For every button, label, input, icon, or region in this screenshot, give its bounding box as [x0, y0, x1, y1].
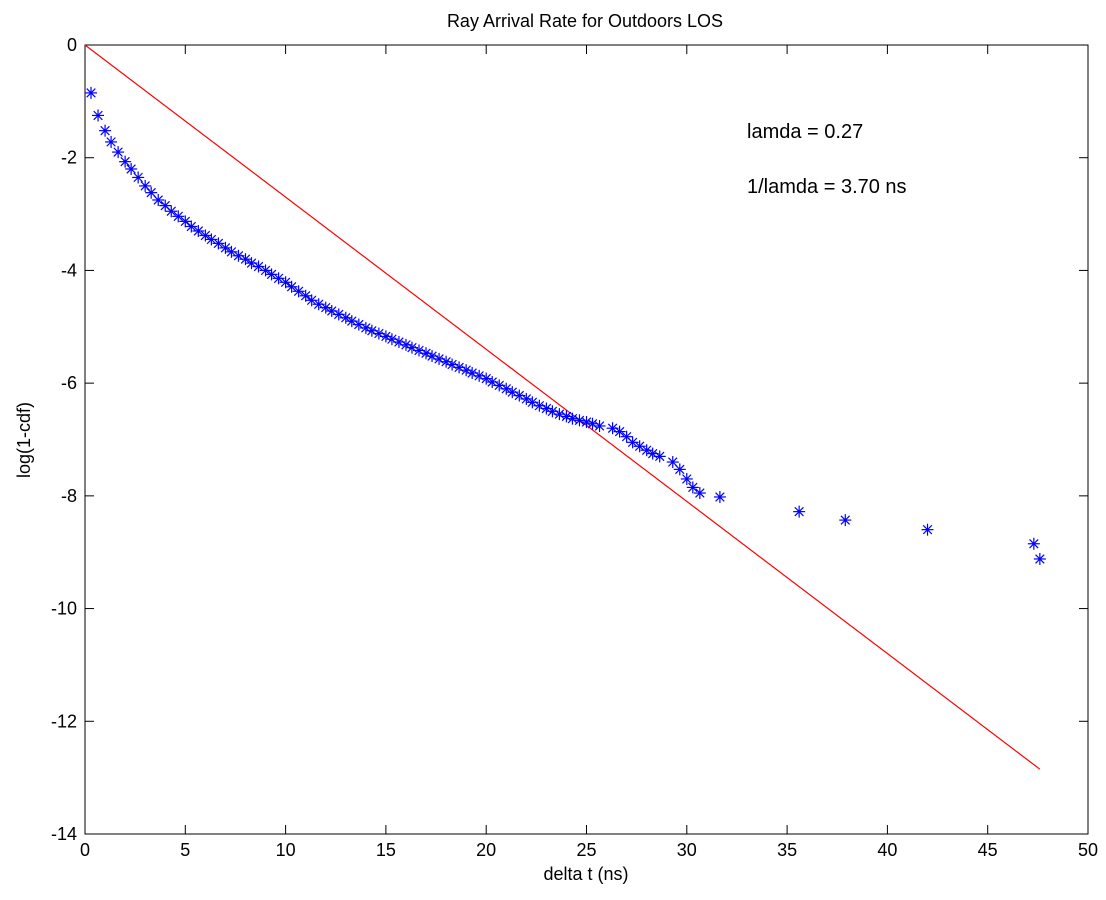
data-point	[219, 241, 232, 254]
data-point	[212, 237, 225, 250]
data-point	[165, 205, 178, 218]
data-point	[626, 436, 639, 449]
data-point	[132, 171, 145, 184]
annotation-inverse-lamda: 1/lamda = 3.70 ns	[747, 176, 907, 198]
data-point	[613, 425, 626, 438]
plot-area	[84, 44, 1089, 835]
data-point	[252, 260, 265, 273]
x-axis-label: delta t (ns)	[543, 864, 628, 884]
data-point	[172, 210, 185, 223]
data-points	[85, 86, 1046, 565]
fit-line	[84, 44, 1041, 770]
x-tick-label: 15	[376, 840, 396, 860]
data-point	[265, 268, 278, 281]
chart-title: Ray Arrival Rate for Outdoors LOS	[447, 11, 723, 31]
data-point	[112, 146, 125, 159]
data-point	[500, 382, 513, 395]
x-tick-label: 20	[476, 840, 496, 860]
data-point	[520, 392, 533, 405]
data-point	[633, 440, 646, 453]
x-tick-label: 0	[80, 840, 90, 860]
x-tick-label: 5	[180, 840, 190, 860]
data-point	[279, 276, 292, 289]
data-point	[299, 289, 312, 302]
data-point	[319, 301, 332, 314]
data-point	[593, 419, 606, 432]
data-point	[921, 523, 934, 536]
data-point	[239, 253, 252, 266]
y-tick-label: -2	[61, 148, 77, 168]
data-point	[125, 162, 138, 175]
data-point	[152, 193, 165, 206]
data-point	[1033, 552, 1046, 565]
data-point	[305, 294, 318, 307]
data-point	[92, 109, 105, 122]
fit-line-segment	[84, 44, 1041, 770]
y-axis-label: log(1-cdf)	[14, 402, 34, 478]
data-point	[793, 505, 806, 518]
y-tick-label: -4	[61, 260, 77, 280]
y-tick-label: -14	[51, 824, 77, 844]
x-tick-label: 30	[677, 840, 697, 860]
y-tick-label: 0	[67, 35, 77, 55]
y-tick-label: -8	[61, 486, 77, 506]
x-tick-label: 50	[1078, 840, 1098, 860]
data-point	[673, 463, 686, 476]
data-point	[573, 414, 586, 427]
data-point	[85, 86, 98, 99]
data-point	[686, 481, 699, 494]
data-point	[272, 272, 285, 285]
data-point	[199, 229, 212, 242]
data-point	[640, 444, 653, 457]
data-point	[179, 215, 192, 228]
data-point	[259, 264, 272, 277]
x-tick-label: 25	[576, 840, 596, 860]
data-point	[693, 487, 706, 500]
data-point	[839, 514, 852, 527]
data-point	[119, 155, 132, 168]
data-point	[339, 311, 352, 324]
data-point	[225, 245, 238, 258]
x-tick-label: 40	[877, 840, 897, 860]
data-point	[560, 410, 573, 423]
data-point	[680, 472, 693, 485]
axis-ticks: 0 5 10 15 20 25 30 35 40 45 50 0 -2 -4 -6 -8 -10 -12 -14	[51, 35, 1098, 860]
data-point	[99, 124, 112, 137]
x-tick-label: 10	[276, 840, 296, 860]
y-tick-label: -6	[61, 373, 77, 393]
data-point	[653, 450, 666, 463]
data-point	[405, 341, 418, 354]
data-point	[205, 233, 218, 246]
data-point	[145, 186, 158, 199]
data-point	[1027, 537, 1040, 550]
data-point	[666, 456, 679, 469]
data-point	[480, 372, 493, 385]
x-tick-label: 45	[978, 840, 998, 860]
data-point	[185, 220, 198, 233]
y-tick-label: -12	[51, 711, 77, 731]
data-point	[285, 280, 298, 293]
data-point	[713, 490, 726, 503]
data-point	[105, 135, 118, 148]
data-point	[566, 412, 579, 425]
data-point	[192, 224, 205, 237]
annotation-lamda: lamda = 0.27	[747, 121, 863, 143]
x-tick-label: 35	[777, 840, 797, 860]
y-tick-label: -10	[51, 599, 77, 619]
data-point	[292, 285, 305, 298]
